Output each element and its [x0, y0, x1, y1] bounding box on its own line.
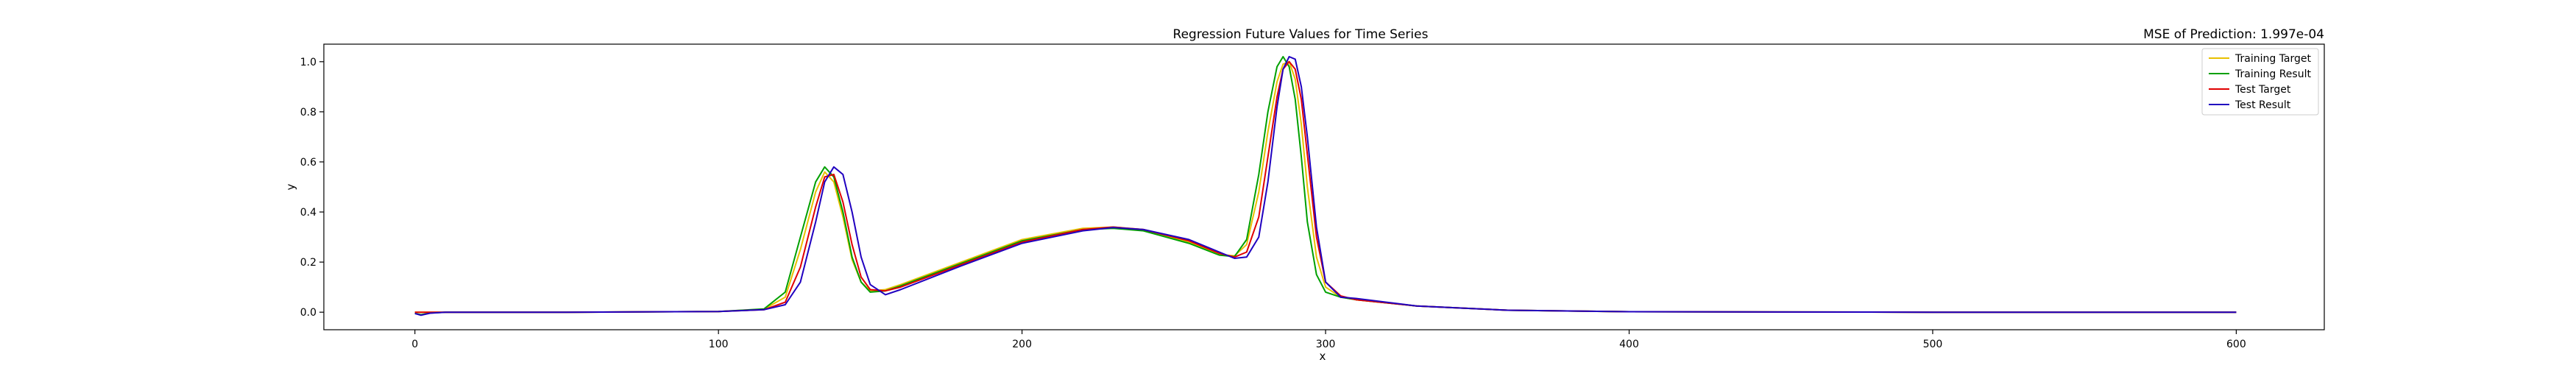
series-line-2: [414, 56, 2237, 316]
mse-annotation: MSE of Prediction: 1.997e-04: [2143, 27, 2324, 42]
legend-frame: [2201, 48, 2319, 116]
chart-title: Regression Future Values for Time Series: [1173, 27, 1429, 42]
x-tick-label: 600: [2226, 339, 2246, 350]
series-line-1: [414, 60, 2237, 314]
y-tick-label: 0.8: [300, 107, 316, 118]
y-axis-label: y: [284, 183, 297, 190]
legend: Training Target Training Result Test Targe…: [2201, 48, 2319, 116]
x-tick-label: 100: [709, 339, 729, 350]
y-tick-label: 0.6: [300, 157, 316, 169]
legend-entry-label: Training Result: [2234, 68, 2311, 80]
series-line-3: [414, 60, 2237, 314]
y-tick-label: 0.0: [300, 307, 316, 319]
x-axis-label: x: [1320, 350, 1326, 363]
legend-entry-label: Test Result: [2234, 99, 2291, 111]
axis-ticks: 0 100 200 300 400 500 600 0.0 0.2 0.4 0.6 0.8 1.0: [300, 57, 2246, 350]
legend-entry-label: Training Target: [2234, 53, 2312, 65]
y-tick-label: 0.4: [300, 207, 316, 219]
x-tick-label: 200: [1012, 339, 1032, 350]
x-tick-label: 0: [411, 339, 418, 350]
x-tick-label: 500: [1923, 339, 1943, 350]
series-lines: [414, 56, 2237, 316]
x-tick-label: 300: [1316, 339, 1336, 350]
y-tick-label: 1.0: [300, 57, 316, 68]
series-line-4: [414, 56, 2237, 316]
x-tick-label: 400: [1619, 339, 1639, 350]
legend-entry-label: Test Target: [2234, 84, 2291, 96]
y-tick-label: 0.2: [300, 257, 316, 269]
plot-frame: [323, 43, 2325, 330]
